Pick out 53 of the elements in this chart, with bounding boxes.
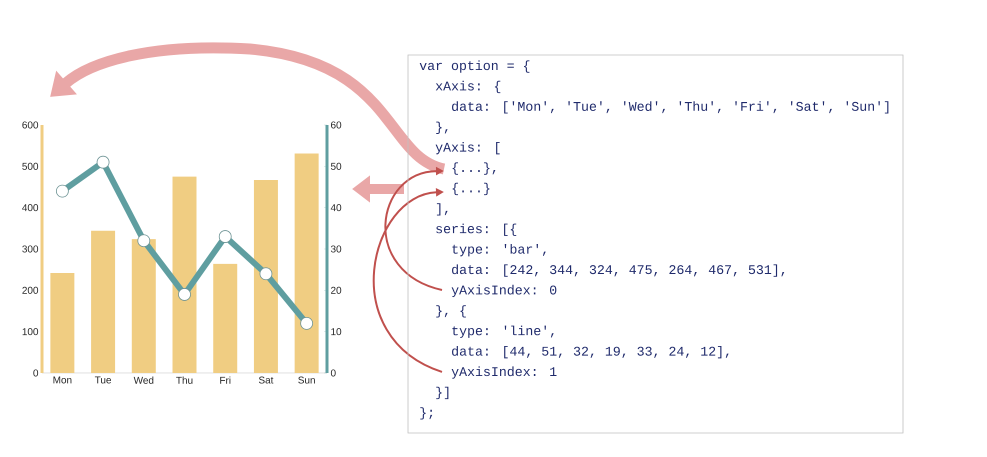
x-tick-label: Sat	[258, 376, 274, 384]
bar	[132, 239, 156, 373]
text: data: [44, 51, 32, 19, 33, 24, 12],	[452, 346, 729, 358]
point	[260, 267, 272, 280]
text: type: 'line',	[452, 326, 554, 338]
y2-tick-label: 60	[331, 121, 342, 129]
bar	[91, 230, 116, 373]
y2-tick-label: 0	[330, 369, 336, 377]
bar	[254, 180, 278, 373]
text: }, {	[436, 305, 466, 318]
y-tick-label: 400	[22, 204, 38, 212]
y-tick-label: 500	[22, 162, 38, 170]
text: yAxisIndex: 0	[452, 284, 556, 298]
x-tick-label: Fri	[220, 376, 230, 384]
point	[218, 230, 232, 243]
y-tick-label: 0	[33, 369, 38, 377]
text: data: ['Mon', 'Tue', 'Wed', 'Thu', 'Fri', 'Sat', 'Sun']	[452, 101, 888, 114]
text: yAxis: [	[436, 142, 500, 154]
point	[178, 288, 191, 301]
point	[96, 156, 110, 169]
text: },	[436, 122, 448, 134]
text: {...}	[452, 182, 490, 196]
y2-tick-label: 20	[331, 286, 342, 294]
x-tick-label: Sun	[298, 376, 315, 384]
bar	[294, 154, 319, 373]
text: type: 'bar',	[452, 244, 546, 256]
text: };	[420, 407, 432, 420]
y2-tick-label: 50	[330, 162, 342, 170]
text: yAxisIndex: 1	[452, 366, 557, 379]
y2-tick-label: 10	[331, 328, 342, 336]
x-tick-label: Mon	[53, 376, 72, 384]
x-tick-label: Wed	[134, 376, 154, 384]
y-tick-label: 600	[22, 121, 38, 129]
text: }]	[436, 386, 448, 400]
bar	[172, 176, 197, 373]
x-tick-label: Tue	[94, 376, 112, 384]
text: data: [242, 344, 324, 475, 264, 467, 531],	[452, 264, 784, 277]
bar	[50, 272, 74, 373]
bar	[213, 264, 238, 373]
point	[300, 316, 314, 330]
text: var option = {	[420, 60, 530, 73]
text: series: [{	[436, 224, 516, 236]
y-tick-label: 100	[22, 328, 38, 336]
text: {...},	[452, 162, 496, 175]
y2-tick-label: 30	[330, 245, 342, 253]
x-tick-label: Thu	[176, 376, 192, 384]
text: xAxis: {	[436, 80, 500, 94]
text: ],	[436, 203, 448, 216]
y-tick-label: 300	[22, 245, 38, 253]
y2-tick-label: 40	[330, 204, 342, 212]
point	[137, 234, 150, 248]
point	[56, 184, 69, 198]
y-tick-label: 200	[22, 286, 38, 294]
